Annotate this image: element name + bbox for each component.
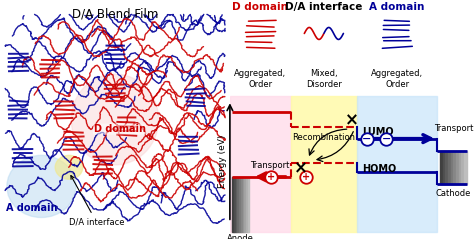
Text: −: − [362, 134, 371, 144]
Text: Aggregated,
Order: Aggregated, Order [234, 69, 286, 89]
Text: Mixed,
Disorder: Mixed, Disorder [306, 69, 342, 89]
Bar [461, 151, 464, 184]
Bar [440, 151, 443, 184]
Text: Transport: Transport [250, 161, 290, 170]
Ellipse shape [7, 155, 76, 217]
Text: +: + [267, 172, 275, 182]
Bar [451, 151, 453, 184]
Text: Aggregated,
Order: Aggregated, Order [371, 69, 423, 89]
Bar [236, 177, 237, 232]
Text: ×: × [294, 159, 308, 178]
Bar [443, 151, 445, 184]
Text: ×: × [345, 112, 359, 130]
Text: Transport: Transport [434, 124, 473, 133]
Ellipse shape [71, 74, 159, 165]
Text: Cathode: Cathode [436, 189, 471, 198]
Text: A domain: A domain [369, 2, 425, 12]
Text: D domain: D domain [93, 124, 146, 134]
Text: Recombination: Recombination [292, 133, 356, 142]
Bar [239, 177, 241, 232]
Bar [234, 177, 236, 232]
Bar [459, 151, 461, 184]
Text: LUMO: LUMO [362, 127, 393, 137]
Bar [232, 177, 234, 232]
Bar [237, 177, 239, 232]
Text: HOMO: HOMO [362, 164, 396, 174]
Bar [246, 177, 248, 232]
Bar [448, 151, 451, 184]
Bar [241, 177, 243, 232]
Text: Energy (eV): Energy (eV) [218, 135, 227, 188]
Text: D/A interface: D/A interface [69, 176, 124, 227]
Bar [248, 177, 249, 232]
Bar [244, 177, 246, 232]
Bar [453, 151, 456, 184]
Bar [243, 177, 244, 232]
Text: A domain: A domain [7, 203, 58, 213]
Text: −: − [382, 134, 391, 144]
Text: +: + [301, 172, 310, 182]
Bar [464, 151, 467, 184]
Bar [291, 96, 357, 232]
Text: D domain: D domain [232, 2, 288, 12]
Bar [456, 151, 459, 184]
Bar [357, 96, 438, 232]
Bar [230, 96, 291, 232]
Text: D/A interface: D/A interface [285, 2, 363, 12]
Ellipse shape [55, 155, 83, 179]
Text: D/A Blend Film: D/A Blend Film [72, 7, 158, 20]
Bar [445, 151, 448, 184]
Text: Anode: Anode [228, 234, 255, 239]
